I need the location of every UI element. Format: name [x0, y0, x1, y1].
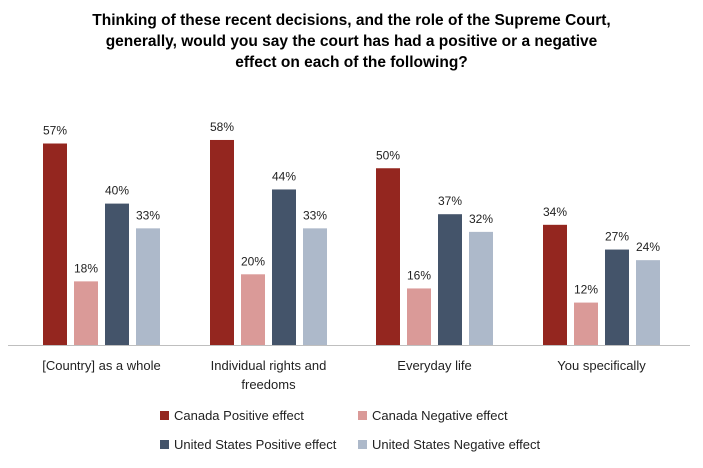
legend-item-canada-negative: Canada Negative effect: [358, 408, 508, 423]
bar: [105, 203, 129, 345]
legend-item-us-negative: United States Negative effect: [358, 437, 540, 452]
legend-label: United States Positive effect: [174, 437, 337, 452]
legend-swatch: [358, 440, 367, 449]
bar: [636, 260, 660, 345]
data-label: 32%: [469, 212, 493, 226]
data-label: 24%: [636, 240, 660, 254]
legend-label: Canada Negative effect: [372, 408, 508, 423]
category-label: [Country] as a whole: [42, 358, 161, 373]
data-label: 16%: [407, 268, 431, 282]
bar: [303, 228, 327, 345]
data-label: 40%: [105, 184, 129, 198]
bar: [376, 168, 400, 345]
data-label: 58%: [210, 120, 234, 134]
data-label: 12%: [574, 283, 598, 297]
bar: [574, 302, 598, 345]
data-label: 37%: [438, 194, 462, 208]
bar: [241, 274, 265, 345]
legend-swatch: [160, 411, 169, 420]
bar: [605, 249, 629, 345]
data-label: 57%: [43, 124, 67, 138]
bar: [543, 224, 567, 345]
bar: [136, 228, 160, 345]
bar: [210, 139, 234, 345]
legend-item-us-positive: United States Positive effect: [160, 437, 336, 452]
bar: [272, 189, 296, 345]
legend-item-canada-positive: Canada Positive effect: [160, 408, 304, 423]
data-label: 33%: [136, 208, 160, 222]
chart-title-line: generally, would you say the court has h…: [105, 33, 598, 50]
bar: [438, 214, 462, 345]
data-label: 50%: [376, 148, 400, 162]
data-label: 34%: [543, 205, 567, 219]
data-label: 18%: [74, 261, 98, 275]
legend-label: Canada Positive effect: [174, 408, 304, 423]
legend-swatch: [160, 440, 169, 449]
category-label: You specifically: [557, 358, 646, 373]
data-label: 27%: [605, 230, 629, 244]
category-label: Everyday life: [397, 358, 471, 373]
chart-title-line: Thinking of these recent decisions, and …: [92, 12, 611, 29]
legend-swatch: [358, 411, 367, 420]
bar: [74, 281, 98, 345]
chart-title-line: effect on each of the following?: [235, 54, 468, 71]
category-label: freedoms: [241, 377, 296, 392]
legend-label: United States Negative effect: [372, 437, 541, 452]
data-label: 44%: [272, 169, 296, 183]
chart-title: Thinking of these recent decisions, and …: [40, 10, 663, 73]
bar: [43, 143, 67, 345]
data-label: 33%: [303, 208, 327, 222]
bar: [407, 288, 431, 345]
bar: [469, 231, 493, 345]
category-label: Individual rights and: [211, 358, 327, 373]
data-label: 20%: [241, 254, 265, 268]
